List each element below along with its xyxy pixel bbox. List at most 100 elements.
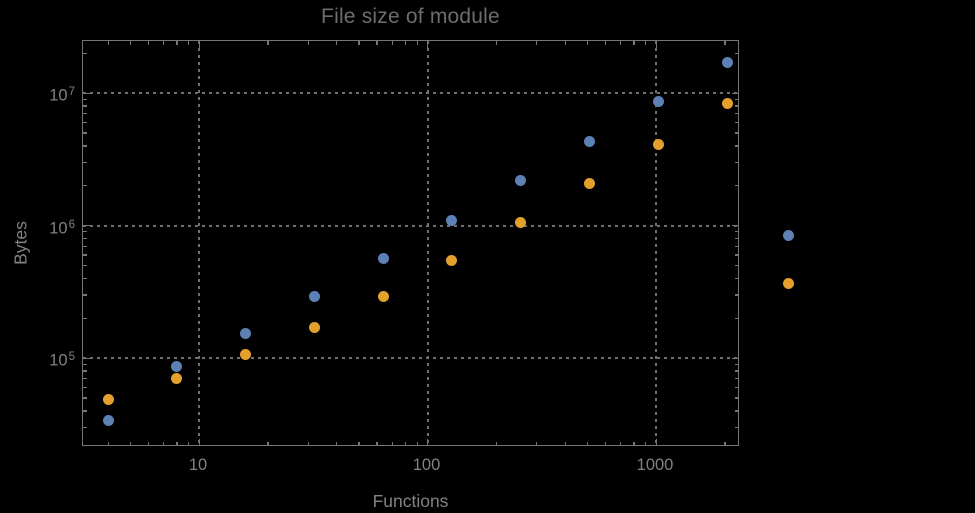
x-tick-mark xyxy=(620,441,622,445)
y-tick-mark xyxy=(83,370,87,372)
y-tick-mark xyxy=(731,357,738,359)
x-axis-title: Functions xyxy=(372,491,449,511)
y-tick-mark xyxy=(734,113,738,115)
data-point-series-1-blue xyxy=(584,136,596,148)
y-tick-label: 105 xyxy=(49,351,75,370)
x-tick-mark xyxy=(416,441,418,445)
x-tick-mark xyxy=(724,41,726,45)
legend-marker-1 xyxy=(782,229,794,241)
x-tick-mark xyxy=(129,441,131,445)
y-tick-mark xyxy=(731,92,738,94)
y-tick-mark xyxy=(83,378,87,380)
y-tick-mark xyxy=(83,132,87,134)
x-tick-mark xyxy=(416,41,418,45)
y-tick-mark xyxy=(83,161,87,164)
data-point-series-2-orange xyxy=(446,255,458,267)
x-tick-mark xyxy=(536,41,538,45)
x-tick-mark xyxy=(129,41,131,45)
y-tick-mark xyxy=(83,410,87,412)
x-tick-mark xyxy=(633,441,635,445)
y-tick-mark xyxy=(83,386,87,389)
gridline-horizontal xyxy=(83,357,738,359)
data-point-series-2-orange xyxy=(171,373,183,385)
x-tick-mark xyxy=(495,41,498,45)
y-tick-mark xyxy=(83,294,87,296)
y-tick-mark xyxy=(83,317,87,319)
y-tick-mark xyxy=(83,237,87,240)
x-tick-mark xyxy=(188,41,190,45)
x-tick-mark xyxy=(267,41,269,45)
x-tick-mark xyxy=(163,441,165,445)
y-tick-mark xyxy=(83,92,90,94)
data-point-series-1-blue xyxy=(721,56,733,68)
x-tick-mark xyxy=(427,438,429,445)
data-point-series-2-orange xyxy=(652,138,664,150)
y-tick-mark xyxy=(734,145,738,147)
y-tick-label: 107 xyxy=(49,86,75,105)
y-tick-mark xyxy=(83,363,87,365)
x-tick-mark xyxy=(107,41,109,45)
x-tick-mark xyxy=(404,41,407,45)
data-point-series-2-orange xyxy=(515,216,527,228)
y-tick-mark xyxy=(734,410,738,412)
x-tick-mark xyxy=(633,41,635,45)
x-tick-mark xyxy=(604,441,607,445)
x-tick-mark xyxy=(307,41,309,45)
x-tick-mark xyxy=(495,441,498,445)
y-tick-mark xyxy=(83,231,87,233)
y-tick-mark xyxy=(83,105,87,107)
x-tick-mark xyxy=(198,41,200,48)
y-tick-mark xyxy=(731,225,738,227)
y-tick-mark xyxy=(734,132,738,134)
y-tick-mark xyxy=(734,245,738,247)
x-tick-mark xyxy=(645,441,647,445)
x-tick-mark xyxy=(336,41,338,45)
x-tick-mark xyxy=(358,441,360,445)
y-tick-mark xyxy=(83,185,87,187)
gridline-vertical xyxy=(426,41,429,445)
y-tick-mark xyxy=(734,277,738,280)
data-point-series-1-blue xyxy=(446,214,458,226)
y-tick-mark xyxy=(734,98,738,100)
gridline-vertical xyxy=(198,41,200,445)
y-tick-mark xyxy=(83,397,87,399)
x-tick-label: 1000 xyxy=(636,456,674,474)
x-tick-mark xyxy=(586,41,588,45)
y-tick-mark xyxy=(83,254,87,256)
x-tick-mark xyxy=(147,441,150,445)
y-tick-mark xyxy=(734,370,738,372)
data-point-series-1-blue xyxy=(308,291,320,303)
data-point-series-1-blue xyxy=(240,328,252,340)
x-tick-mark xyxy=(655,438,657,445)
data-point-series-1-blue xyxy=(652,95,664,107)
y-tick-mark xyxy=(83,245,87,247)
x-tick-mark xyxy=(724,441,726,445)
gridline-horizontal xyxy=(83,224,738,227)
data-point-series-2-orange xyxy=(240,348,252,360)
y-tick-mark xyxy=(734,105,738,107)
x-tick-mark xyxy=(391,41,393,45)
x-tick-mark xyxy=(564,441,566,445)
y-tick-mark xyxy=(734,386,738,389)
x-tick-mark xyxy=(427,41,429,48)
data-point-series-2-orange xyxy=(721,98,733,110)
data-point-series-1-blue xyxy=(377,253,389,265)
y-tick-label: 106 xyxy=(49,218,75,238)
y-tick-mark xyxy=(734,426,738,429)
y-tick-mark xyxy=(734,121,738,124)
x-tick-mark xyxy=(147,41,150,45)
x-tick-mark xyxy=(536,441,538,445)
plot-frame xyxy=(82,40,739,446)
y-tick-mark xyxy=(83,121,87,124)
x-tick-mark xyxy=(655,41,657,48)
y-tick-mark xyxy=(83,264,87,267)
x-tick-mark xyxy=(163,41,165,45)
x-tick-label: 100 xyxy=(412,456,441,474)
x-tick-mark xyxy=(391,441,393,445)
x-tick-mark xyxy=(604,41,607,45)
data-point-series-1-blue xyxy=(515,174,527,186)
y-tick-mark xyxy=(734,363,738,365)
x-tick-mark xyxy=(358,41,360,45)
x-tick-mark xyxy=(198,438,200,445)
